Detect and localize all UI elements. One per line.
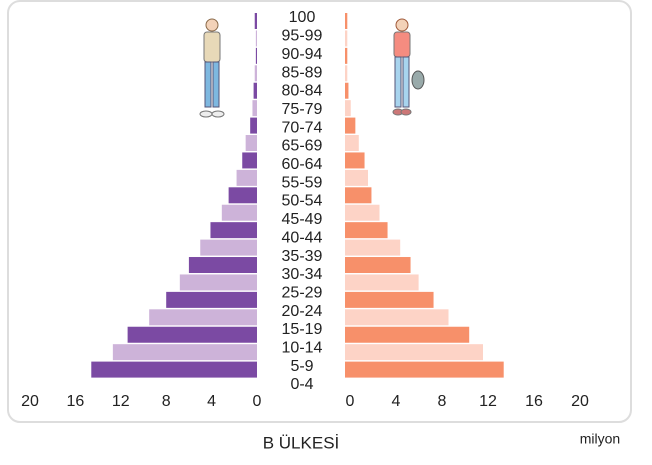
bar — [200, 239, 257, 256]
bar — [345, 309, 449, 326]
bar — [345, 326, 470, 343]
bar — [345, 169, 368, 186]
bar — [345, 65, 348, 82]
bar — [250, 117, 257, 134]
age-label: 55-59 — [282, 174, 323, 191]
bar — [255, 30, 257, 47]
bar — [345, 204, 380, 221]
bar — [236, 169, 257, 186]
age-label: 0-4 — [290, 376, 313, 393]
age-label: 50-54 — [282, 193, 323, 210]
age-label: 20-24 — [282, 303, 323, 320]
age-label: 80-84 — [282, 83, 323, 100]
age-label: 15-19 — [282, 321, 323, 338]
bar — [345, 291, 434, 308]
age-label: 85-89 — [282, 64, 323, 81]
bar — [345, 344, 483, 361]
x-tick-label: 16 — [67, 393, 85, 410]
bar — [345, 187, 372, 204]
bar — [345, 257, 411, 274]
age-label: 60-64 — [282, 156, 323, 173]
x-tick-label: 20 — [21, 393, 39, 410]
age-label: 30-34 — [282, 266, 323, 283]
bar — [345, 82, 349, 99]
age-label: 65-69 — [282, 138, 323, 155]
age-label: 35-39 — [282, 248, 323, 265]
x-tick-label: 0 — [253, 393, 262, 410]
age-label: 75-79 — [282, 101, 323, 118]
bar — [210, 222, 257, 239]
bar — [345, 222, 388, 239]
bar — [345, 274, 419, 291]
age-label: 25-29 — [282, 284, 323, 301]
x-tick-label: 0 — [346, 393, 355, 410]
bar — [228, 187, 257, 204]
bar — [149, 309, 257, 326]
bar — [345, 135, 359, 152]
bar — [127, 326, 257, 343]
x-tick-label: 12 — [112, 393, 130, 410]
age-label: 95-99 — [282, 28, 323, 45]
age-label: 70-74 — [282, 119, 323, 136]
bar — [242, 152, 257, 169]
bar — [345, 30, 348, 47]
bar — [345, 117, 356, 134]
bar — [179, 274, 257, 291]
x-tick-label: 4 — [392, 393, 401, 410]
bar — [255, 47, 257, 64]
man-figure — [199, 18, 225, 118]
bar — [345, 47, 348, 64]
age-label: 90-94 — [282, 46, 323, 63]
age-label: 10-14 — [282, 340, 323, 357]
bar — [345, 361, 504, 378]
unit-label: milyon — [580, 431, 620, 447]
bar — [345, 239, 401, 256]
x-tick-label: 8 — [162, 393, 171, 410]
bar — [345, 13, 348, 29]
age-label: 100 — [289, 9, 316, 26]
bar — [254, 13, 257, 29]
bar — [112, 344, 257, 361]
bar — [345, 100, 351, 117]
bar — [91, 361, 257, 378]
bar — [166, 291, 257, 308]
age-label: 5-9 — [290, 358, 313, 375]
x-tick-label: 16 — [525, 393, 543, 410]
x-tick-label: 20 — [571, 393, 589, 410]
bar — [221, 204, 257, 221]
woman-figure — [392, 18, 425, 116]
bar — [253, 82, 257, 99]
bar — [345, 152, 365, 169]
bar — [245, 135, 257, 152]
age-label: 40-44 — [282, 229, 323, 246]
age-label: 45-49 — [282, 211, 323, 228]
chart-title: B ÜLKESİ — [263, 433, 340, 452]
x-tick-label: 12 — [479, 393, 497, 410]
x-tick-label: 4 — [207, 393, 216, 410]
bar — [252, 100, 257, 117]
x-tick-label: 8 — [438, 393, 447, 410]
bar — [188, 257, 257, 274]
bar — [254, 65, 257, 82]
